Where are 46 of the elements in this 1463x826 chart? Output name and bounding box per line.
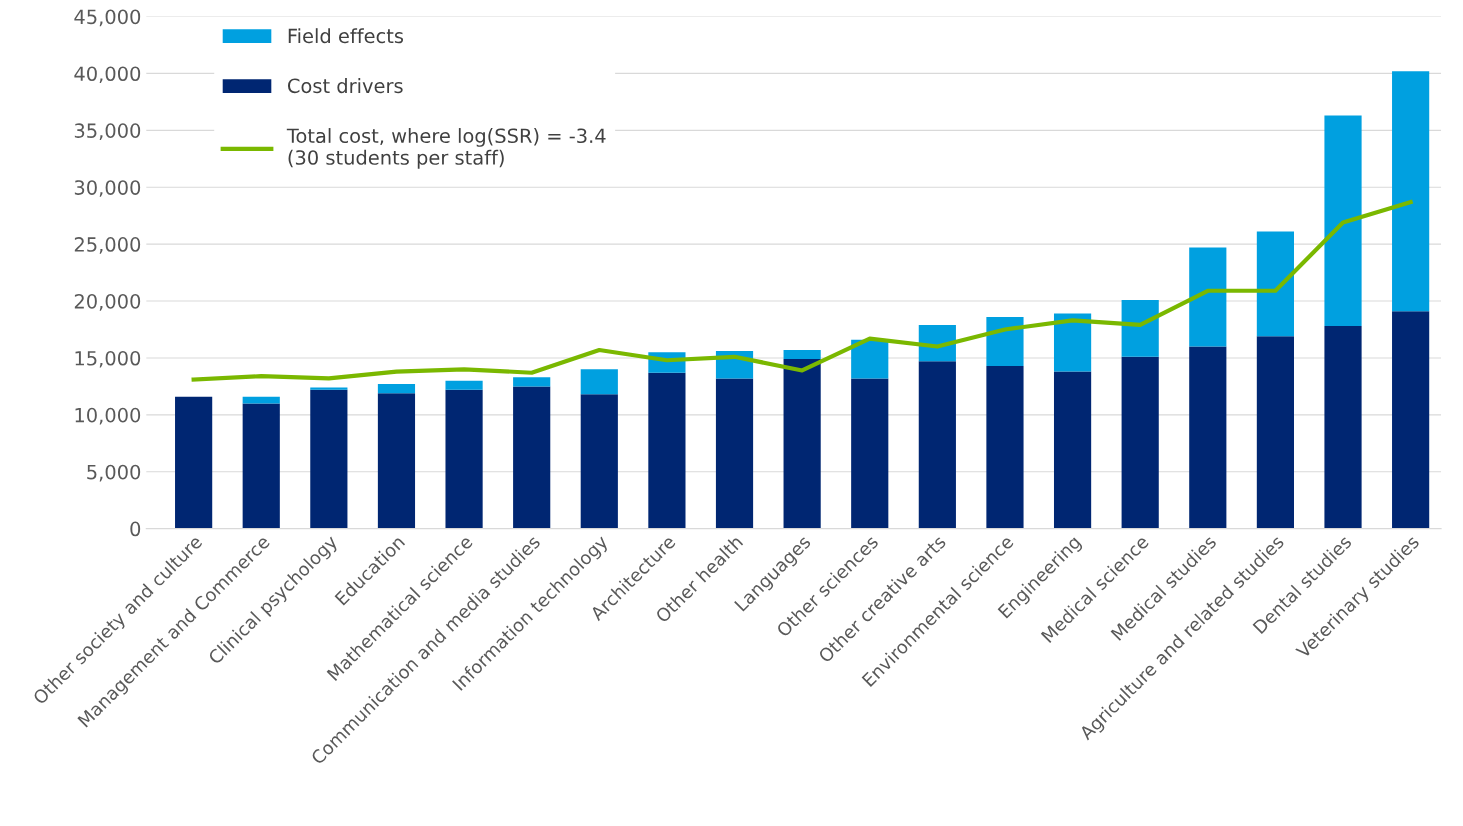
- legend-label: Field effects: [288, 28, 404, 44]
- y-tick-label: 20,000: [74, 293, 141, 311]
- y-tick-label: 15,000: [75, 350, 141, 368]
- bar: [310, 389, 348, 529]
- y-tick-label: 35,000: [74, 123, 141, 140]
- bar: [648, 372, 686, 529]
- bar: [986, 316, 1024, 366]
- bar: [1256, 336, 1294, 529]
- legend-label: Total cost, where log(SSR) = -3.4 (30 students per staff): [286, 128, 606, 169]
- bar: [242, 403, 280, 529]
- y-tick-label: 45,000: [74, 9, 141, 27]
- bar: [783, 349, 821, 360]
- bar: [1324, 326, 1362, 529]
- bar: [783, 359, 821, 529]
- bar: [513, 377, 551, 387]
- bar: [1392, 311, 1430, 529]
- bar: [1053, 313, 1092, 372]
- line-series: [191, 199, 1413, 382]
- bar: [715, 378, 754, 529]
- bar: [377, 384, 416, 394]
- bar: [1256, 231, 1294, 337]
- bar: [1189, 346, 1227, 529]
- bar: [851, 378, 889, 529]
- bar: [1324, 115, 1362, 327]
- y-tick-label: 10,000: [75, 407, 141, 425]
- bar: [175, 396, 213, 529]
- bar: [1121, 356, 1159, 529]
- y-tick-label: 25,000: [74, 237, 141, 254]
- legend-label: Cost drivers: [287, 78, 403, 94]
- bar: [851, 339, 889, 379]
- bar: [1053, 371, 1092, 529]
- bar: [513, 386, 551, 529]
- y-tick-label: 5,000: [87, 464, 141, 482]
- bar: [1189, 247, 1227, 347]
- bar: [1121, 299, 1159, 357]
- bar: [445, 389, 483, 529]
- bar: [580, 369, 618, 395]
- bar: [377, 393, 416, 529]
- y-tick-label: 0: [130, 521, 141, 537]
- bar: [1392, 71, 1430, 312]
- y-tick-label: 30,000: [74, 180, 141, 197]
- bar: [580, 394, 618, 529]
- bar: [986, 365, 1024, 529]
- bar: [918, 361, 956, 529]
- bar: [445, 380, 483, 390]
- y-tick-label: 40,000: [74, 66, 141, 84]
